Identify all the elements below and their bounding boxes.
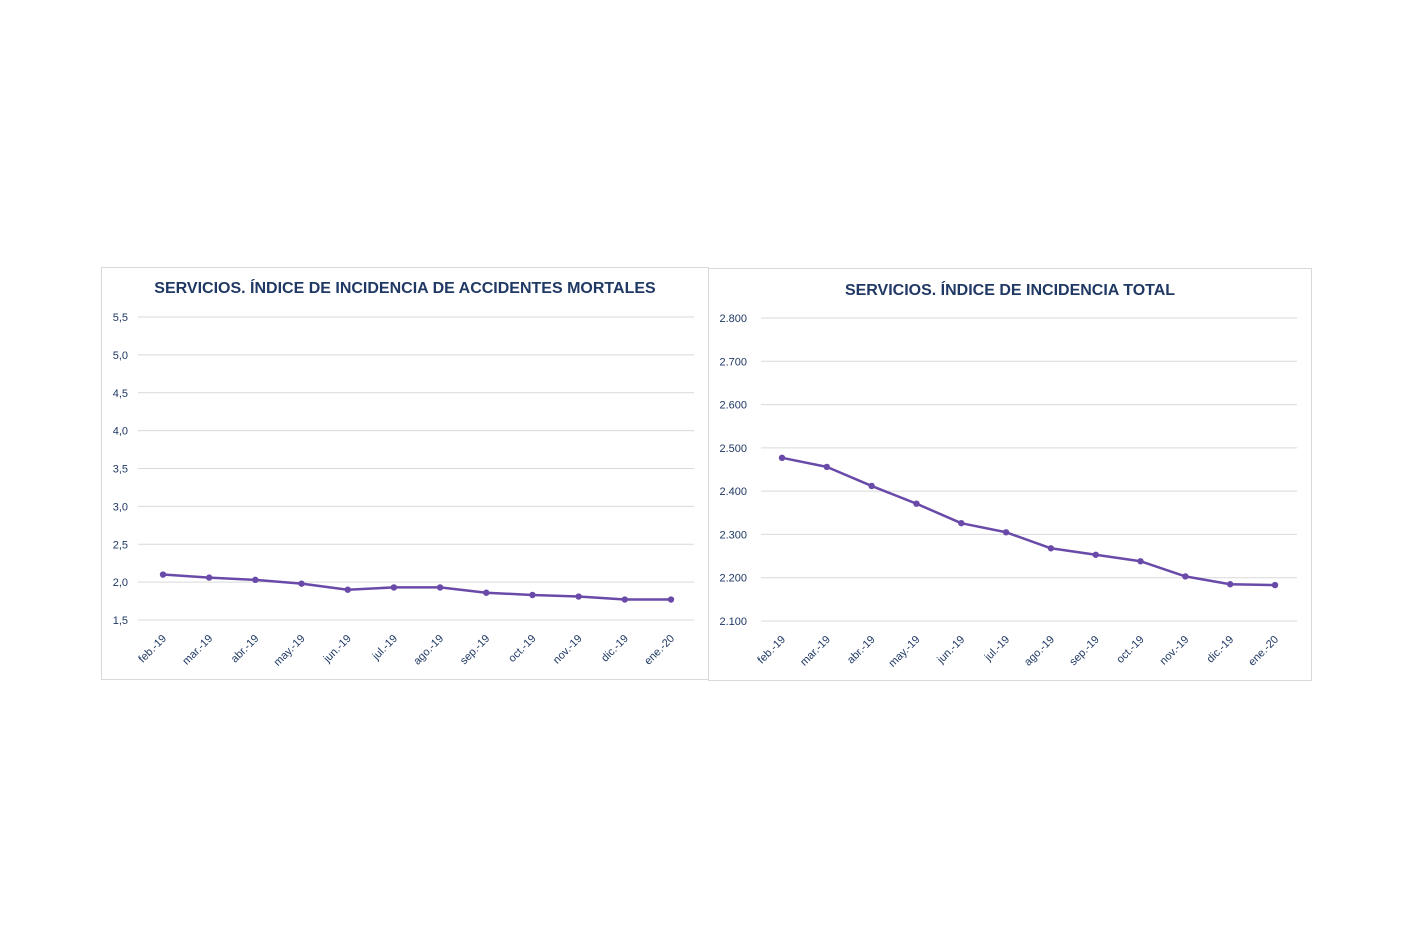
y-tick-label: 4,0 [113,426,128,438]
x-tick-label: jul.-19 [370,633,400,663]
x-tick-label: dic.-19 [599,633,631,665]
x-tick-label: ene.-20 [1246,634,1281,669]
y-tick-label: 5,0 [113,350,128,362]
data-point [621,596,629,603]
data-point [1092,551,1099,558]
data-point [344,586,351,593]
x-tick-label: may.-19 [272,633,308,669]
y-tick-label: 2.400 [719,486,747,498]
data-point [1002,529,1010,536]
x-tick-label: mar.-19 [798,634,833,669]
x-tick-label: nov.-19 [551,633,585,667]
data-point [823,463,831,471]
y-tick-label: 3,0 [113,501,128,513]
y-tick-label: 3,5 [113,464,128,476]
data-point [159,571,167,578]
line-chart-total: 2.100 2.200 2.300 2.400 2.500 2.600 2.700 2.800… [719,313,1297,670]
data-point [1047,545,1055,552]
data-point [1182,573,1189,580]
data-point [390,584,398,591]
chart-title: SERVICIOS. ÍNDICE DE INCIDENCIA TOTAL [844,282,1176,299]
chart-panel-mortales: SERVICIOS. ÍNDICE DE INCIDENCIA DE ACCID… [101,267,709,680]
y-tick-label: 2.500 [719,443,747,455]
x-tick-label: jun.-19 [321,633,354,666]
chart-title: SERVICIOS. ÍNDICE DE INCIDENCIA DE ACCID… [154,280,656,297]
y-tick-label: 2.300 [719,529,747,541]
y-tick-label: 2.100 [719,616,747,628]
y-tick-label: 2.600 [719,400,747,412]
x-tick-label: abr.-19 [845,634,878,667]
x-tick-label: mar.-19 [180,633,215,668]
y-tick-label: 2,5 [113,539,128,551]
y-tick-label: 2.800 [719,313,747,325]
data-point [1226,581,1234,588]
data-point [868,482,875,490]
x-tick-label: dic.-19 [1204,634,1236,666]
data-point [205,574,213,581]
data-point [436,584,444,591]
x-tick-label: sep.-19 [1067,634,1101,668]
data-point [667,596,675,603]
data-point [958,519,965,527]
data-point [913,500,920,507]
data-point [778,454,786,462]
x-tick-label: ago.-19 [411,633,446,668]
series-line [781,456,1276,587]
x-tick-label: feb.-19 [136,633,169,666]
x-tick-label: nov.-19 [1158,634,1192,668]
y-tick-label: 2.200 [719,573,747,585]
y-tick-label: 2,0 [113,577,128,589]
y-tick-label: 2.700 [719,356,747,368]
line-chart-mortales: 1,5 2,0 2,5 3,0 3,5 4,0 4,5 5,0 5,5 feb.-19 mar.-1… [113,312,694,669]
data-point [529,591,536,599]
x-tick-label: feb.-19 [755,634,788,667]
series-line [162,573,671,601]
x-tick-label: oct.-19 [1114,634,1146,666]
x-tick-label: ene.-20 [642,633,677,668]
x-tick-label: jul.-19 [982,634,1012,664]
data-point [1137,558,1144,565]
data-point [575,593,582,600]
x-tick-label: sep.-19 [458,633,492,667]
data-point [252,576,259,584]
data-point [1271,581,1279,589]
x-tick-label: oct.-19 [506,633,538,665]
x-tick-label: may.-19 [887,634,923,670]
y-tick-label: 4,5 [113,388,128,400]
data-point [483,589,490,596]
x-tick-label: abr.-19 [229,633,262,666]
y-tick-label: 1,5 [113,615,128,627]
x-tick-label: ago.-19 [1022,634,1057,669]
x-tick-label: jun.-19 [934,634,967,667]
y-tick-label: 5,5 [113,312,128,324]
chart-panel-total: SERVICIOS. ÍNDICE DE INCIDENCIA TOTAL 2.… [708,268,1312,681]
data-point [298,580,305,587]
